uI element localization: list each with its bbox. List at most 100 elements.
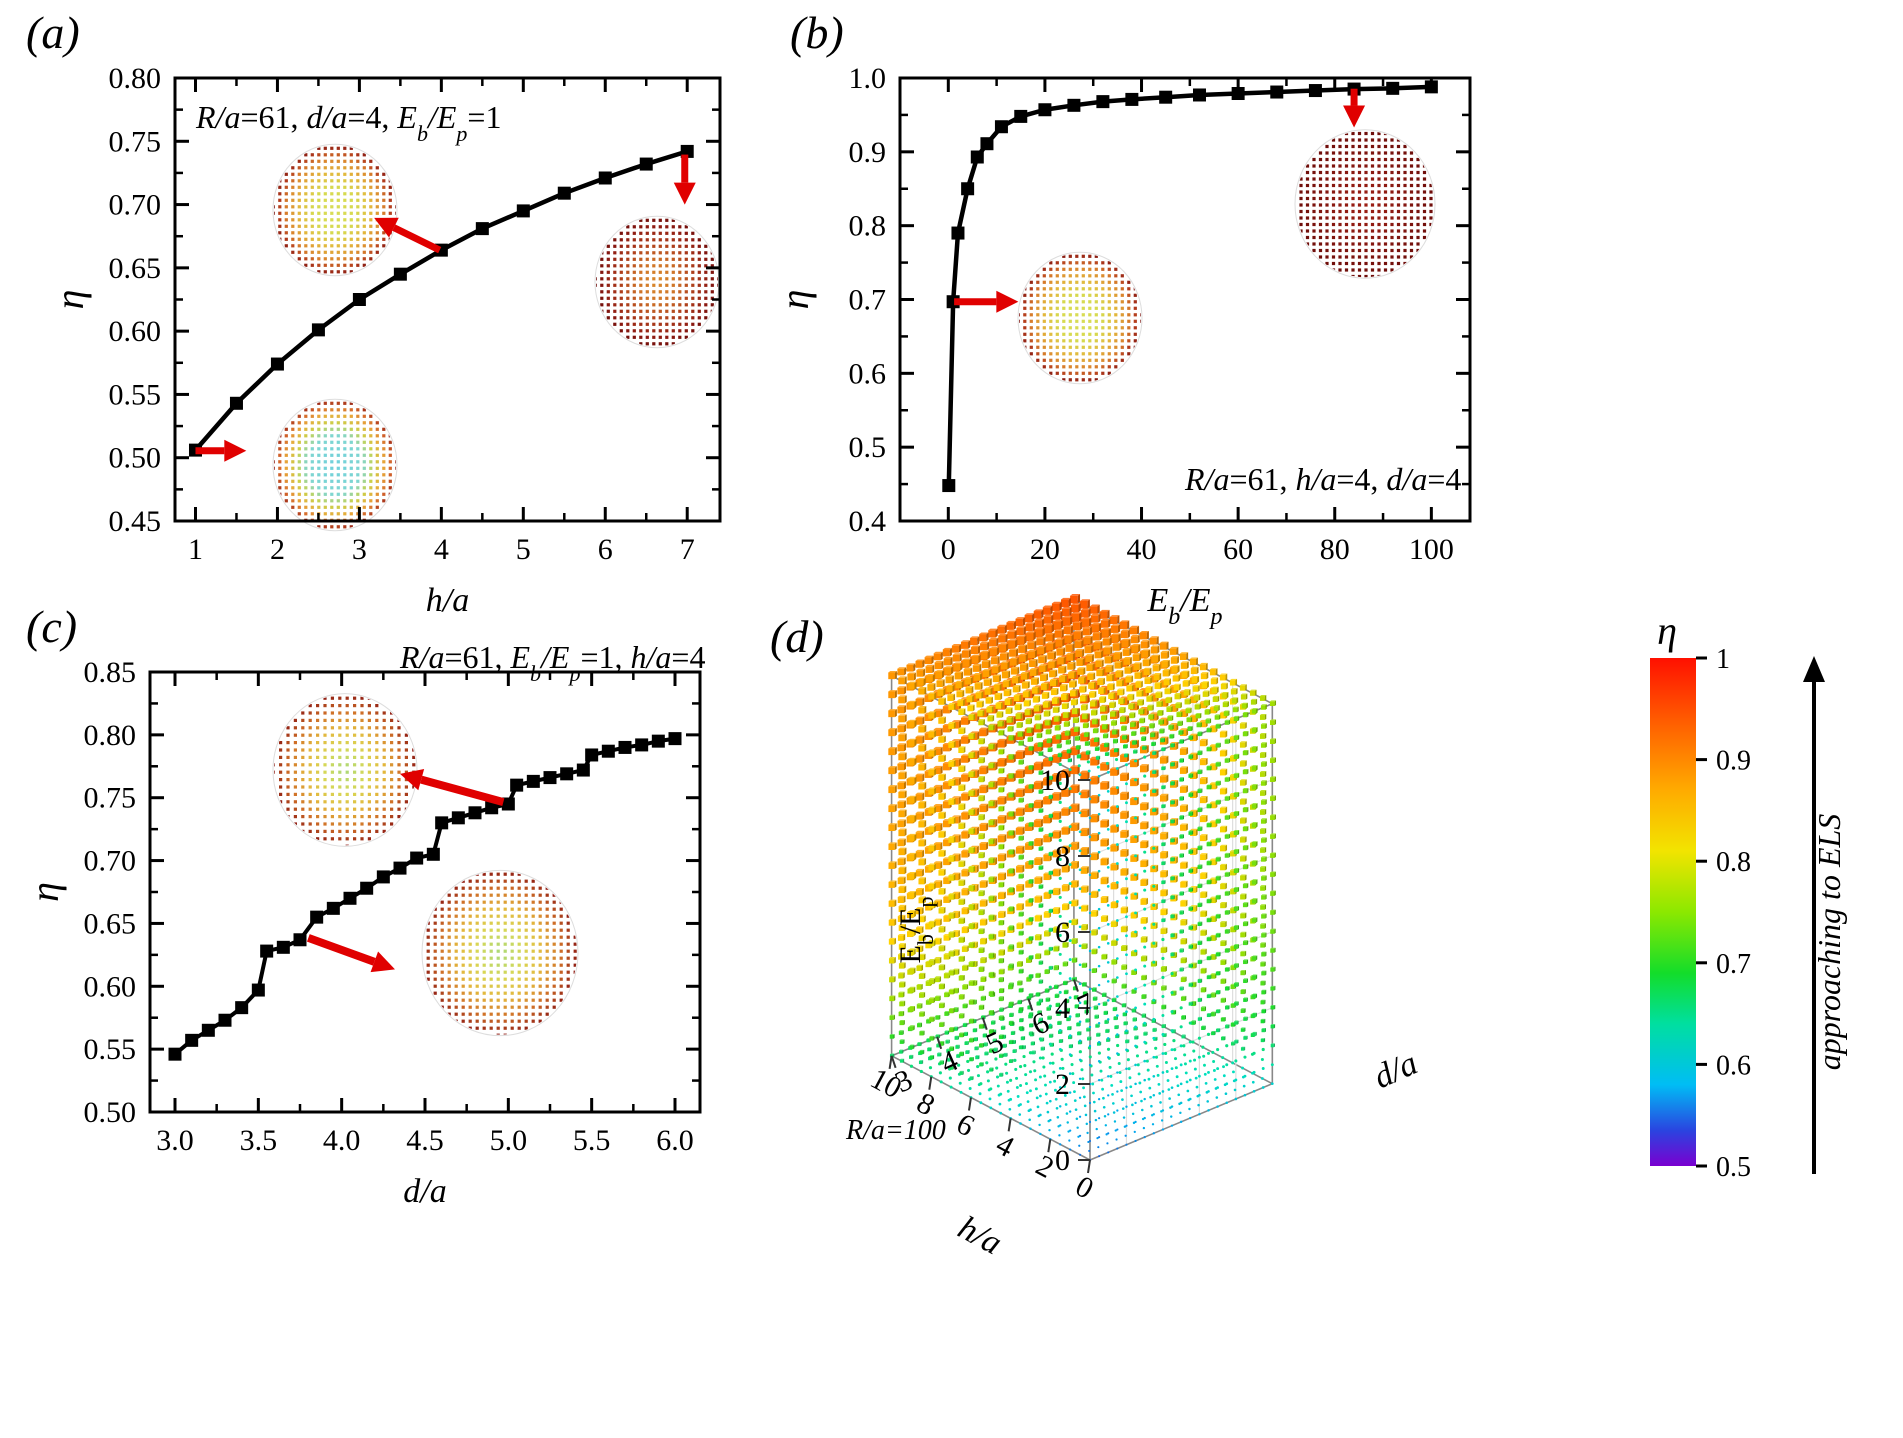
data-marker	[639, 157, 653, 171]
data-marker	[293, 933, 307, 947]
x-tick-label: 0	[1070, 1170, 1099, 1206]
colorbar-tick-label: 0.7	[1716, 949, 1751, 980]
colorbar-ticks: 1 0.9 0.8 0.7 0.6 0.5	[1696, 644, 1751, 1183]
panel-b-label: (b)	[790, 7, 844, 58]
data-marker	[468, 806, 482, 820]
data-marker	[1038, 103, 1052, 117]
z-tick-label: 2	[1055, 1068, 1070, 1101]
data-marker	[485, 801, 499, 815]
x-tick-label: 20	[1030, 533, 1060, 566]
y-tick-label: 0.80	[84, 719, 137, 752]
plot3d-zlabel: d/a	[1368, 1045, 1423, 1096]
colorbar-tick-label: 0.6	[1716, 1050, 1751, 1081]
x-tick-label: 2	[270, 533, 285, 566]
data-marker	[598, 171, 612, 185]
x-tick-label: 5	[516, 533, 531, 566]
annotation-arrow	[374, 217, 442, 254]
panel-c-label: (c)	[26, 601, 78, 652]
x-tick-label: 80	[1320, 533, 1350, 566]
data-marker	[393, 861, 407, 875]
data-marker	[451, 811, 465, 825]
svg-text:R/a=61, d/a=4, Eb/Ep=1: R/a=61, d/a=4, Eb/Ep=1	[195, 99, 501, 146]
annotation-arrow	[306, 934, 395, 973]
data-marker	[393, 267, 407, 281]
z-tick-label: 4	[1055, 992, 1070, 1025]
data-marker	[994, 120, 1008, 134]
data-marker	[270, 357, 284, 371]
inset-disk	[594, 215, 720, 349]
x-tick-label: 4.0	[323, 1124, 361, 1157]
panel-b: (b) 0.4 0.5 0.6 0.7 0.8 0.9 1.0 0 20 40 60 80 100 R/a…	[770, 0, 1770, 630]
data-marker	[1270, 85, 1284, 99]
panel-d-note: R/a=100	[846, 1115, 946, 1146]
z-tick-label: 0	[1055, 1144, 1070, 1177]
data-marker	[980, 137, 994, 151]
data-marker	[352, 293, 366, 306]
y-tick-label: 0.70	[109, 189, 162, 222]
x-tick-label: 7	[680, 533, 695, 566]
data-marker	[651, 734, 665, 748]
data-marker	[1424, 80, 1438, 94]
x-tick-label: 1	[188, 533, 203, 566]
y-tick-label: 0.70	[84, 845, 137, 878]
data-marker	[543, 771, 557, 785]
data-marker	[585, 748, 599, 762]
inset-disk	[272, 693, 418, 847]
panel-annotation: R/a=61, Eb/Ep=1, h/a=4	[399, 639, 705, 686]
x-tick-label: 6	[598, 533, 613, 566]
y-tick-label: 0.60	[84, 970, 137, 1003]
panel-c: (c) 0.50 0.55 0.60 0.65 0.70 0.75 0.80 0.85 3.0 3…	[0, 590, 780, 1438]
data-marker	[229, 396, 243, 410]
panel-a-label: (a)	[26, 7, 80, 58]
x-tick-label: 100	[1409, 533, 1454, 566]
x-tick-label: 4.5	[406, 1124, 444, 1157]
data-marker	[376, 870, 390, 884]
y-tick-label: 0.50	[84, 1096, 137, 1129]
data-marker	[260, 944, 274, 958]
x-axis-label: Eb/Ep	[1147, 582, 1223, 630]
x-tick-label: 5.0	[490, 1124, 528, 1157]
panel-a: (a) 0.45 0.50 0.55 0.60 0.65 0.70 0.75 0.80 1 2 3 4…	[0, 0, 780, 619]
y-tick-label: 0.5	[849, 431, 887, 464]
data-marker	[961, 182, 975, 196]
annotation-arrow	[1343, 88, 1366, 128]
y-axis-label: η	[772, 290, 817, 310]
annotation-arrow	[954, 290, 1019, 313]
y-tick-label: 0.65	[109, 252, 162, 285]
y-tick-label: 0.55	[109, 378, 162, 411]
data-marker	[326, 901, 340, 915]
data-marker	[360, 881, 374, 895]
data-marker	[510, 778, 524, 792]
x-tick-label: 4	[991, 1128, 1020, 1164]
data-marker	[560, 767, 574, 781]
data-marker	[526, 774, 540, 788]
colorbar	[1650, 658, 1696, 1166]
data-marker	[426, 847, 440, 861]
x-axis-label: h/a	[426, 582, 469, 619]
data-marker	[235, 1001, 249, 1015]
z-tick-label: 8	[1055, 840, 1070, 873]
colorbar-tick-label: 0.9	[1716, 746, 1751, 777]
svg-text:Eb/Ep: Eb/Ep	[1147, 582, 1223, 630]
data-marker	[576, 763, 590, 777]
data-marker	[1125, 92, 1139, 106]
data-marker	[410, 851, 424, 865]
data-marker	[1159, 90, 1173, 104]
data-marker	[310, 910, 324, 924]
data-marker	[970, 150, 984, 164]
annotation-arrow	[673, 154, 696, 205]
inset-disk	[272, 143, 398, 277]
y-tick-label: 0.75	[109, 125, 162, 158]
annotation-arrow	[400, 769, 505, 806]
data-marker	[951, 226, 965, 240]
panel-annotation: R/a=61, d/a=4, Eb/Ep=1	[195, 99, 501, 146]
y-axis-label: η	[22, 882, 67, 902]
plot3d-points	[888, 594, 1277, 1162]
colorbar-arrow-head	[1803, 656, 1825, 682]
data-marker	[276, 940, 290, 954]
data-marker	[668, 732, 682, 746]
data-line	[173, 736, 676, 1056]
y-tick-label: 0.8	[849, 210, 887, 243]
y-tick-label: 0.75	[84, 782, 137, 815]
plot3d-xlabel: h/a	[952, 1209, 1008, 1262]
